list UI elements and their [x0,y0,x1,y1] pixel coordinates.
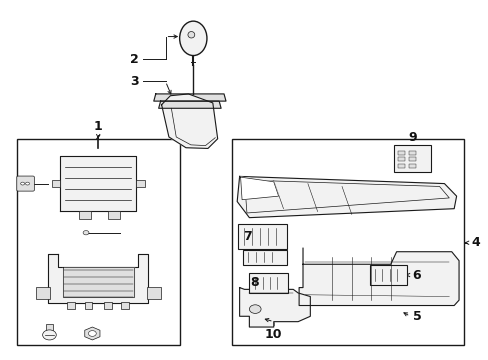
Bar [67,302,75,309]
Bar [84,302,92,309]
FancyBboxPatch shape [17,176,34,191]
Polygon shape [299,248,458,306]
Polygon shape [161,94,217,148]
Bar [17,139,180,345]
Circle shape [25,182,29,185]
Bar [408,150,415,155]
Bar [108,211,120,219]
Bar [104,302,112,309]
FancyBboxPatch shape [369,265,406,285]
Circle shape [249,305,261,314]
Bar [136,180,144,187]
Bar [79,211,91,219]
Text: 5: 5 [412,310,421,323]
Text: 1: 1 [94,120,102,134]
Circle shape [83,230,89,235]
Bar [36,287,50,299]
Bar [121,302,129,309]
Bar [408,157,415,161]
Circle shape [20,182,24,185]
FancyBboxPatch shape [243,249,287,265]
Polygon shape [240,177,278,200]
Text: 8: 8 [250,276,259,289]
Circle shape [88,330,96,336]
Bar [232,139,463,345]
Polygon shape [239,288,310,327]
Polygon shape [63,266,133,297]
Text: 10: 10 [264,328,282,341]
Text: 9: 9 [407,131,416,144]
Polygon shape [154,94,225,101]
Text: 4: 4 [470,236,479,249]
Bar [397,157,404,161]
Polygon shape [237,176,456,218]
FancyBboxPatch shape [393,145,430,172]
FancyBboxPatch shape [248,273,288,293]
Bar [45,324,53,335]
Bar [147,287,161,299]
FancyBboxPatch shape [238,224,287,249]
Bar [397,163,404,168]
Text: 3: 3 [130,75,139,88]
Ellipse shape [187,32,194,38]
Text: 6: 6 [411,269,420,282]
Polygon shape [48,255,148,303]
Bar [408,163,415,168]
Polygon shape [158,101,221,108]
Polygon shape [61,156,136,211]
Bar [52,180,61,187]
Ellipse shape [179,21,206,55]
Text: 2: 2 [130,53,139,66]
Bar [397,150,404,155]
Circle shape [42,330,56,340]
Text: 7: 7 [243,230,252,243]
